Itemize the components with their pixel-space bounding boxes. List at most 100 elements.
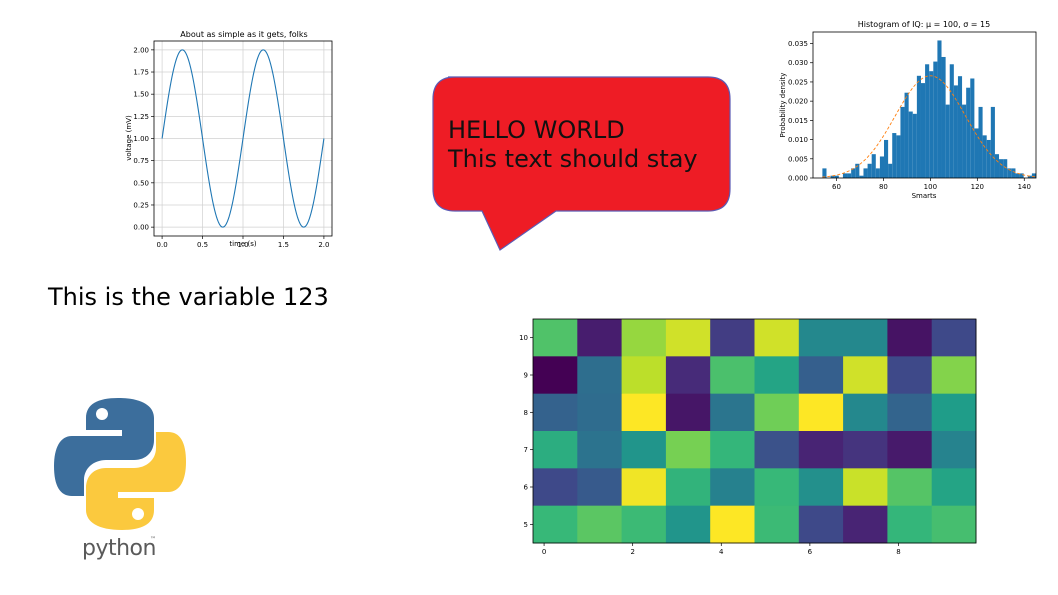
histogram-bar xyxy=(1003,159,1008,178)
histogram-bar xyxy=(974,128,979,178)
heatmap-cell xyxy=(843,505,888,544)
y-tick-label: 0.035 xyxy=(788,40,808,48)
heatmap-cell xyxy=(621,356,667,395)
y-tick-label: 0.010 xyxy=(788,136,808,144)
heatmap-cell xyxy=(754,319,800,357)
x-tick-label: 0 xyxy=(542,548,546,556)
y-ticks: 0.00 0.25 0.50 0.75 1.00 1.25 1.50 1.75 2.00 xyxy=(133,46,154,232)
y-axis-label: voltage (mV) xyxy=(125,115,133,161)
heatmap-cell xyxy=(710,505,755,544)
x-tick-label: 1.5 xyxy=(278,241,289,249)
histogram-bar xyxy=(904,92,909,178)
heatmap-cell xyxy=(931,356,977,395)
x-ticks: 0 2 4 6 8 xyxy=(542,543,901,556)
python-logo-yellow-snake xyxy=(86,432,186,530)
heatmap-cell xyxy=(798,468,844,507)
y-tick-label: 6 xyxy=(524,484,529,492)
heatmap-cell xyxy=(754,431,800,469)
histogram-bar xyxy=(830,175,835,178)
histogram-bar xyxy=(851,168,856,178)
y-tick-label: 1.00 xyxy=(133,135,149,143)
histogram-bar xyxy=(871,154,876,178)
heatmap-cell xyxy=(843,468,888,507)
histogram-bar xyxy=(1027,175,1032,178)
heatmap-cell xyxy=(931,505,977,544)
histogram-bar xyxy=(892,133,897,178)
heatmap-cell xyxy=(843,319,888,357)
histogram-bar xyxy=(908,111,913,178)
histogram-bar xyxy=(900,106,905,178)
x-tick-label: 6 xyxy=(808,548,813,556)
histogram-bar xyxy=(863,168,868,178)
histogram-bar xyxy=(962,104,967,178)
heatmap-cell xyxy=(754,468,800,507)
speech-bubble-shape xyxy=(432,76,731,251)
y-axis-label: Probability density xyxy=(779,73,787,138)
histogram-bar xyxy=(859,175,864,178)
x-tick-label: 2.0 xyxy=(318,241,329,249)
heatmap-cell xyxy=(533,468,578,507)
chart-title: About as simple as it gets, folks xyxy=(180,30,307,39)
python-logo-icon xyxy=(54,398,186,530)
x-tick-label: 60 xyxy=(832,183,841,191)
heatmap-cell xyxy=(533,431,578,469)
heatmap-cell xyxy=(665,319,711,357)
histogram-bar xyxy=(875,168,880,178)
heatmap-cell xyxy=(843,356,888,395)
heatmap-cell xyxy=(754,505,800,544)
histogram-bar xyxy=(888,163,893,178)
heatmap-cell xyxy=(798,393,844,432)
heatmap-cell xyxy=(931,431,977,469)
histogram-bar xyxy=(920,83,926,178)
heatmap-cell xyxy=(533,393,578,432)
sine-line-chart: About as simple as it gets, folks 0.0 0.5… xyxy=(125,30,333,249)
histogram-bar xyxy=(994,154,1000,178)
heatmap-cell xyxy=(621,468,667,507)
heatmap-cell xyxy=(843,431,888,469)
heatmap-cell xyxy=(621,431,667,469)
heatmap-cell xyxy=(887,468,933,507)
histogram-bar xyxy=(1031,173,1036,178)
histogram-bar xyxy=(1015,173,1020,178)
heatmap-cells xyxy=(533,319,977,544)
heatmap-cell xyxy=(665,393,711,432)
bubble-line-2: This text should stay xyxy=(448,145,698,173)
histogram-bar xyxy=(896,135,901,178)
x-tick-label: 0.0 xyxy=(157,241,168,249)
heatmap-cell xyxy=(577,468,623,507)
python-logo-eye-top xyxy=(96,408,108,420)
histogram-bar xyxy=(879,156,885,178)
y-tick-label: 0.50 xyxy=(133,179,149,187)
y-tick-label: 1.25 xyxy=(133,113,149,121)
heatmap-cell xyxy=(665,505,711,544)
histogram-bar xyxy=(990,106,995,178)
histogram-bar xyxy=(953,85,958,178)
x-tick-label: 4 xyxy=(719,548,724,556)
python-logo-wordmark: python xyxy=(82,536,156,561)
heatmap-cell xyxy=(577,393,623,432)
heatmap-cell xyxy=(798,356,844,395)
heatmap-cell xyxy=(798,319,844,357)
heatmap-cell xyxy=(621,505,667,544)
y-tick-label: 0.020 xyxy=(788,98,808,106)
sine-series-line xyxy=(161,49,325,228)
iq-histogram-chart: Histogram of IQ: μ = 100, σ = 15 60 80 100… xyxy=(779,20,1037,200)
x-tick-label: 140 xyxy=(1018,183,1031,191)
heatmap-chart: 0 2 4 6 8 10 9 8 7 6 5 xyxy=(519,318,977,556)
chart-title: Histogram of IQ: μ = 100, σ = 15 xyxy=(858,20,990,29)
x-ticks: 0.0 0.5 1.0 1.5 2.0 xyxy=(157,236,329,249)
histogram-bar xyxy=(834,175,839,178)
y-tick-label: 0.025 xyxy=(788,78,808,86)
x-ticks: 60 80 100 120 140 xyxy=(832,178,1031,191)
variable-text: This is the variable 123 xyxy=(48,283,329,311)
heatmap-cell xyxy=(577,319,623,357)
y-tick-label: 9 xyxy=(524,372,528,380)
heatmap-cell xyxy=(710,356,755,395)
x-tick-label: 120 xyxy=(971,183,984,191)
histogram-bar xyxy=(847,173,852,178)
heatmap-cell xyxy=(798,505,844,544)
bubble-line-1: HELLO WORLD xyxy=(448,116,625,144)
heatmap-cell xyxy=(710,431,755,469)
histogram-bar xyxy=(855,163,860,178)
y-tick-label: 0.75 xyxy=(133,157,149,165)
